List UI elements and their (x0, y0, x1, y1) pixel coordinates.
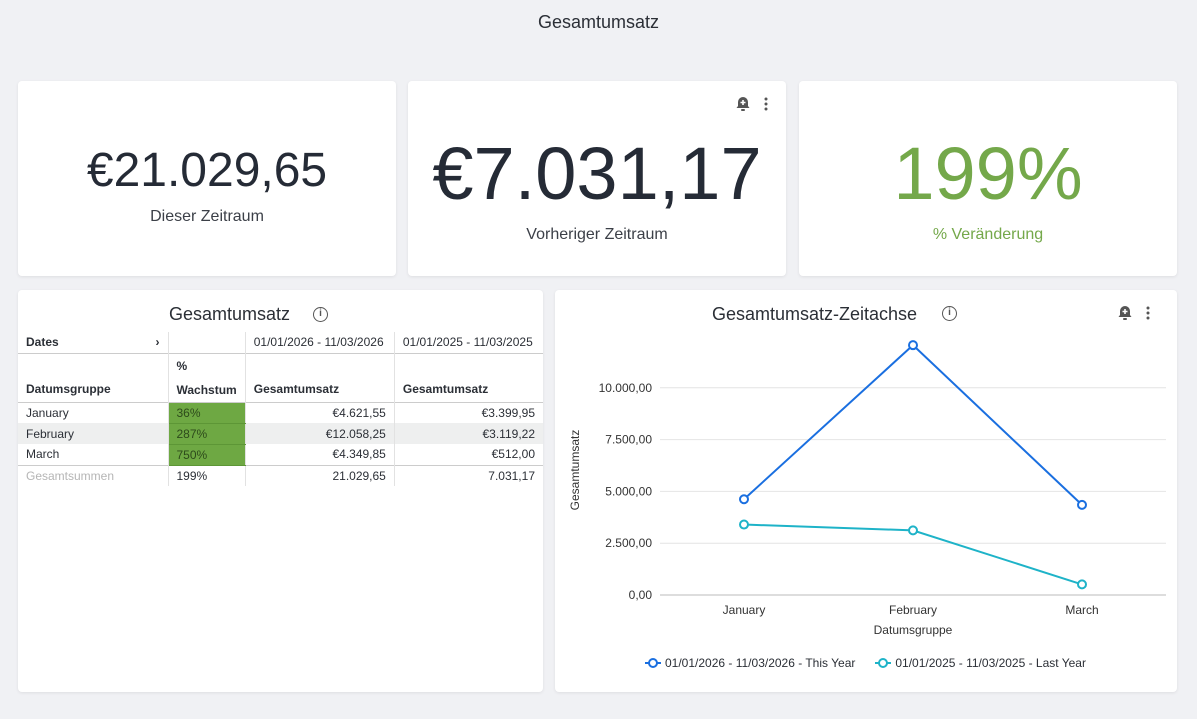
kpi-label: Dieser Zeitraum (150, 208, 264, 225)
table-card: Gesamtumsatz i Dates › 01/01/2026 - 11/03… (18, 290, 543, 692)
kpi-change: 199% % Veränderung (799, 81, 1177, 276)
table-row: March 750% €4.349,85 €512,00 (18, 444, 543, 466)
col-header-growth[interactable]: % Wachstum (168, 353, 246, 402)
table-row: February 287% €12.058,25 €3.119,22 (18, 423, 543, 445)
growth-pct-label: % (176, 358, 188, 373)
legend-label: 01/01/2025 - 11/03/2025 - Last Year (895, 656, 1086, 670)
legend-marker-icon (645, 658, 661, 668)
cell-group: January (18, 402, 169, 423)
kpi-value: €7.031,17 (432, 132, 762, 215)
dates-pivot-header[interactable]: Dates › (18, 332, 169, 353)
totals-label: Gesamtsummen (18, 465, 169, 486)
kpi-previous-period: €7.031,17 Vorheriger Zeitraum (408, 81, 786, 276)
info-icon[interactable]: i (942, 306, 957, 321)
more-vert-icon[interactable] (764, 97, 768, 111)
cell-group: February (18, 423, 169, 444)
legend-item[interactable]: 01/01/2025 - 11/03/2025 - Last Year (875, 656, 1086, 670)
chart-legend: 01/01/2026 - 11/03/2026 - This Year 01/01… (645, 656, 1086, 670)
cell-this: €12.058,25 (245, 423, 395, 444)
chevron-right-icon: › (155, 335, 160, 350)
kpi-label: % Veränderung (932, 226, 1044, 243)
chart-card (555, 290, 1177, 692)
bell-add-icon[interactable] (1118, 305, 1132, 321)
page-title: Gesamtumsatz (537, 12, 660, 32)
table-title: Gesamtumsatz (169, 304, 291, 324)
kpi-value: €21.029,65 (86, 144, 328, 197)
cell-growth: 36% (168, 402, 246, 424)
growth-label: Wachstum (176, 382, 237, 397)
chart-title: Gesamtumsatz-Zeitachse (712, 304, 918, 324)
totals-row: Gesamtsummen 199% 21.029,65 7.031,17 (18, 465, 543, 486)
period-header: 01/01/2025 - 11/03/2025 (402, 335, 533, 350)
table-row: January 36% €4.621,55 €3.399,95 (18, 402, 543, 424)
pivot-table: Dates › 01/01/2026 - 11/03/2026 01/01/202… (18, 332, 543, 486)
cell-group: March (18, 444, 169, 465)
cell-growth: 287% (168, 423, 246, 445)
cell-last: €512,00 (491, 447, 535, 462)
col-header-group[interactable]: Datumsgruppe (18, 353, 169, 402)
cell-growth: 750% (168, 444, 246, 466)
totals-growth: 199% (168, 465, 246, 486)
kpi-label: Vorheriger Zeitraum (526, 226, 668, 243)
cell-last: €3.399,95 (481, 405, 535, 420)
bell-add-icon[interactable] (736, 96, 750, 112)
col-header-total[interactable]: Gesamtumsatz (402, 381, 489, 396)
period-header: 01/01/2026 - 11/03/2026 (245, 332, 395, 353)
totals-this: 21.029,65 (245, 465, 395, 486)
more-vert-icon[interactable] (1146, 306, 1150, 320)
cell-last: €3.119,22 (394, 423, 543, 444)
kpi-this-period: €21.029,65 Dieser Zeitraum (18, 81, 396, 276)
legend-marker-icon (875, 658, 892, 668)
legend-item[interactable]: 01/01/2026 - 11/03/2026 - This Year (645, 656, 855, 670)
totals-last: 7.031,17 (488, 468, 535, 483)
legend-label: 01/01/2026 - 11/03/2026 - This Year (665, 656, 856, 670)
cell-this: €4.349,85 (245, 444, 395, 465)
cell-this: €4.621,55 (245, 402, 395, 423)
col-header-total[interactable]: Gesamtumsatz (245, 353, 395, 402)
info-icon[interactable]: i (313, 307, 328, 322)
pivot-label: Dates (26, 335, 59, 350)
kpi-value: 199% (893, 132, 1083, 215)
